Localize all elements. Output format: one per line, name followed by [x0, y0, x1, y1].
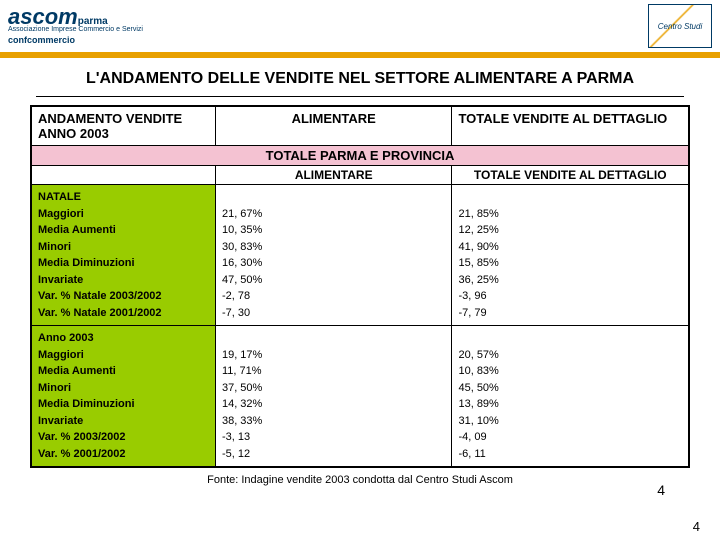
g1-a6: -7, 30 — [222, 305, 446, 322]
logo-conf: confcommercio — [8, 35, 143, 45]
g1-a2: 30, 83% — [222, 239, 446, 256]
g2-t4: 31, 10% — [458, 413, 682, 430]
logo-right: Centro Studi — [648, 4, 712, 48]
table-subheader2-row: ALIMENTARE TOTALE VENDITE AL DETTAGLIO — [32, 166, 689, 185]
g2-t3: 13, 89% — [458, 396, 682, 413]
sh2-empty — [32, 166, 216, 185]
g2-l0: Maggiori — [38, 347, 209, 364]
logo-main-text: ascom — [8, 4, 78, 29]
g2-l1: Media Aumenti — [38, 363, 209, 380]
g1-t0: 21, 85% — [458, 206, 682, 223]
group1-labels: NATALE Maggiori Media Aumenti Minori Med… — [32, 185, 216, 326]
g2-a2: 37, 50% — [222, 380, 446, 397]
g1-l5: Var. % Natale 2003/2002 — [38, 288, 209, 305]
g1-l4: Invariate — [38, 272, 209, 289]
group1-tot: 21, 85% 12, 25% 41, 90% 15, 85% 36, 25% … — [452, 185, 689, 326]
g2-t0: 20, 57% — [458, 347, 682, 364]
logo-left: ascomparma Associazione Imprese Commerci… — [8, 7, 143, 46]
g1-l2: Minori — [38, 239, 209, 256]
g1-a4: 47, 50% — [222, 272, 446, 289]
g2-t2: 45, 50% — [458, 380, 682, 397]
g2-a6: -5, 12 — [222, 446, 446, 463]
group1-alim: 21, 67% 10, 35% 30, 83% 16, 30% 47, 50% … — [215, 185, 452, 326]
g2-l2: Minori — [38, 380, 209, 397]
g1-t6: -7, 79 — [458, 305, 682, 322]
g2-a0: 19, 17% — [222, 347, 446, 364]
g1-t4: 36, 25% — [458, 272, 682, 289]
table-subheader-row: TOTALE PARMA E PROVINCIA — [32, 146, 689, 166]
logo-right-text: Centro Studi — [658, 22, 702, 31]
g1-l0: Maggiori — [38, 206, 209, 223]
main-table: ANDAMENTO VENDITE ANNO 2003 ALIMENTARE T… — [30, 105, 690, 468]
g2-l3: Media Diminuzioni — [38, 396, 209, 413]
th-col1: ANDAMENTO VENDITE ANNO 2003 — [32, 107, 216, 146]
g2-a3: 14, 32% — [222, 396, 446, 413]
page-number-outer: 4 — [693, 519, 700, 534]
data-group-2: Anno 2003 Maggiori Media Aumenti Minori … — [32, 326, 689, 467]
logo-ascom: ascomparma — [8, 7, 143, 27]
data-group-1: NATALE Maggiori Media Aumenti Minori Med… — [32, 185, 689, 326]
g1-a1: 10, 35% — [222, 222, 446, 239]
g1-l3: Media Diminuzioni — [38, 255, 209, 272]
logo-parma-text: parma — [78, 16, 108, 27]
g2-t5: -4, 09 — [458, 429, 682, 446]
g1-t2: 41, 90% — [458, 239, 682, 256]
g1-a0: 21, 67% — [222, 206, 446, 223]
g2-t6: -6, 11 — [458, 446, 682, 463]
g2-l6: Var. % 2001/2002 — [38, 446, 209, 463]
page-number-inner: 4 — [657, 482, 665, 498]
g2-l4: Invariate — [38, 413, 209, 430]
g2-a1: 11, 71% — [222, 363, 446, 380]
g1-l1: Media Aumenti — [38, 222, 209, 239]
subheader: TOTALE PARMA E PROVINCIA — [32, 146, 689, 166]
sh2-col3: TOTALE VENDITE AL DETTAGLIO — [452, 166, 689, 185]
group2-tot: 20, 57% 10, 83% 45, 50% 13, 89% 31, 10% … — [452, 326, 689, 467]
sh2-col2: ALIMENTARE — [215, 166, 452, 185]
g1-a5: -2, 78 — [222, 288, 446, 305]
th-col2: ALIMENTARE — [215, 107, 452, 146]
g1-a3: 16, 30% — [222, 255, 446, 272]
group2-title: Anno 2003 — [38, 330, 209, 347]
th-col3: TOTALE VENDITE AL DETTAGLIO — [452, 107, 689, 146]
group2-labels: Anno 2003 Maggiori Media Aumenti Minori … — [32, 326, 216, 467]
g2-t1: 10, 83% — [458, 363, 682, 380]
page-title: L'ANDAMENTO DELLE VENDITE NEL SETTORE AL… — [36, 58, 684, 97]
group1-title: NATALE — [38, 189, 209, 206]
g1-t1: 12, 25% — [458, 222, 682, 239]
g2-l5: Var. % 2003/2002 — [38, 429, 209, 446]
logo-tagline: Associazione Imprese Commercio e Servizi — [8, 26, 143, 33]
g1-t3: 15, 85% — [458, 255, 682, 272]
group2-alim: 19, 17% 11, 71% 37, 50% 14, 32% 38, 33% … — [215, 326, 452, 467]
table-header-row: ANDAMENTO VENDITE ANNO 2003 ALIMENTARE T… — [32, 107, 689, 146]
header: ascomparma Associazione Imprese Commerci… — [0, 0, 720, 58]
g2-a4: 38, 33% — [222, 413, 446, 430]
g2-a5: -3, 13 — [222, 429, 446, 446]
g1-t5: -3, 96 — [458, 288, 682, 305]
footer-note: Fonte: Indagine vendite 2003 condotta da… — [0, 474, 720, 486]
g1-l6: Var. % Natale 2001/2002 — [38, 305, 209, 322]
